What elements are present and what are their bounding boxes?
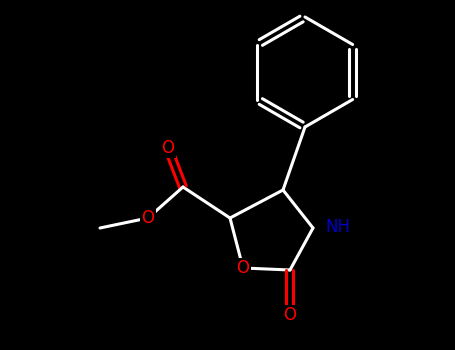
Text: O: O <box>162 139 175 157</box>
Text: O: O <box>283 306 297 324</box>
Text: O: O <box>142 209 155 227</box>
Text: O: O <box>237 259 249 277</box>
Text: NH: NH <box>325 218 350 236</box>
